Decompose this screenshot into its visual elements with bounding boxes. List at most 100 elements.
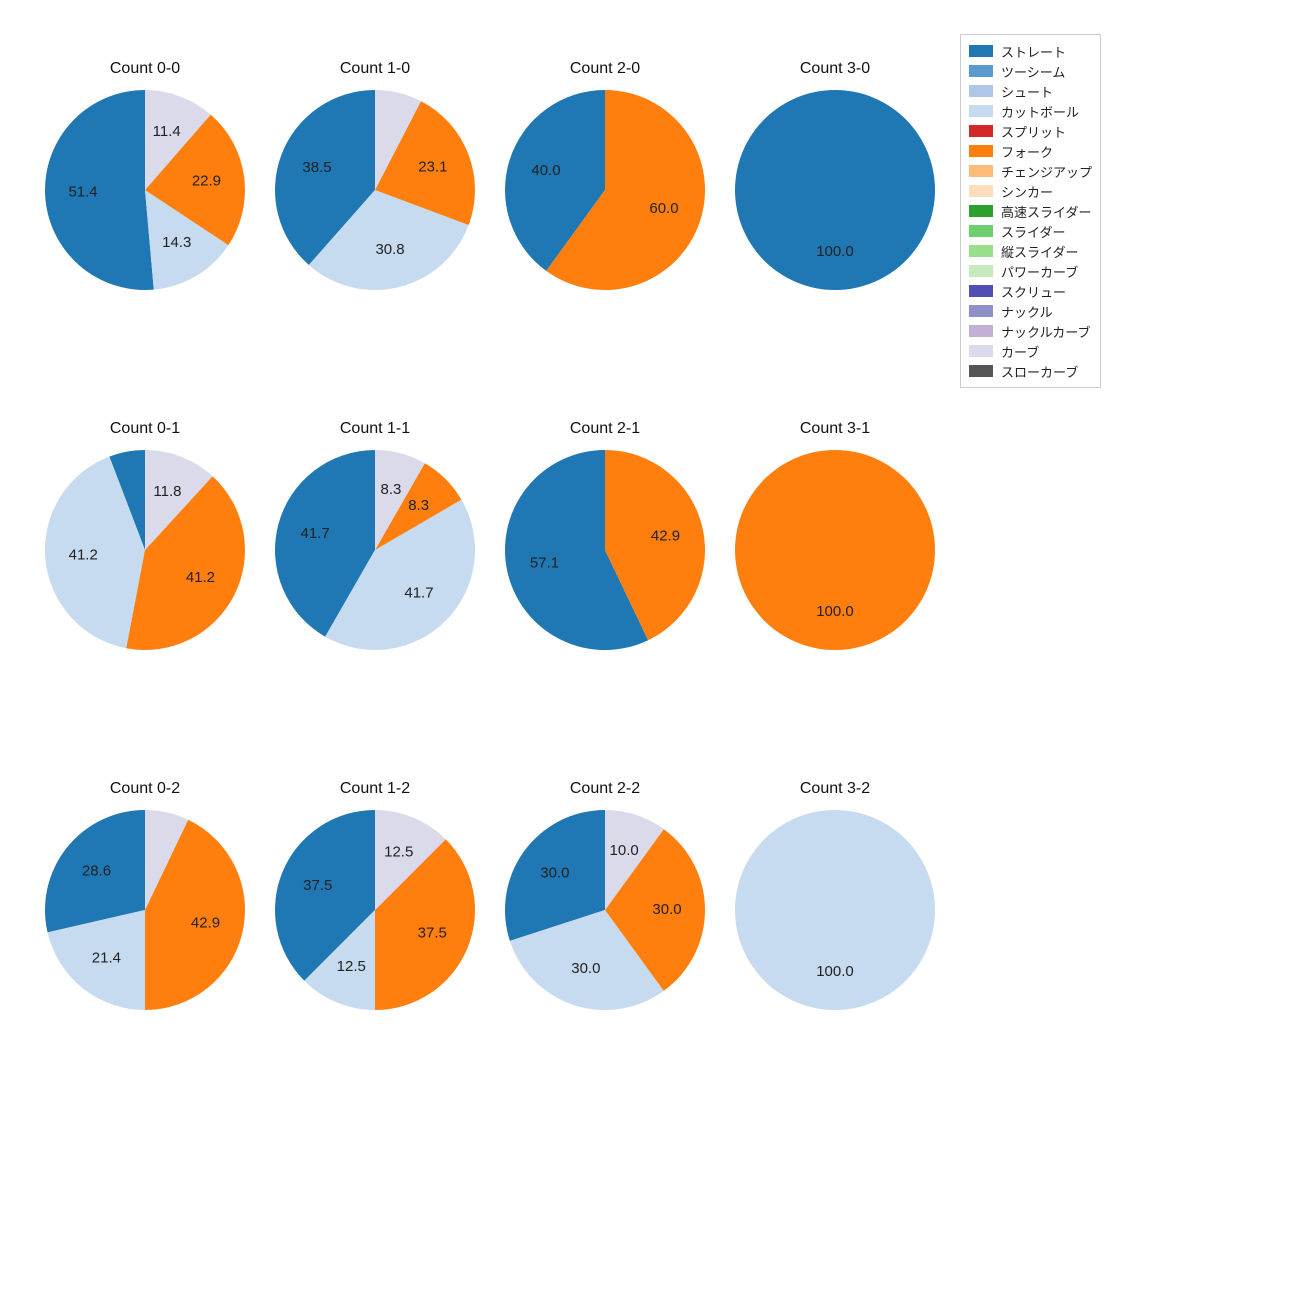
legend-label: ナックルカーブ <box>1001 322 1090 341</box>
slice-label: 100.0 <box>816 243 854 260</box>
pie-chart-count-0-0: Count 0-051.414.322.911.4 <box>30 60 260 320</box>
legend-label: 縦スライダー <box>1001 242 1078 261</box>
pie-chart-count-3-1: Count 3-1 100.0 <box>720 420 950 680</box>
pie-wrap: 100.0 <box>720 88 950 320</box>
legend-swatch <box>969 365 993 377</box>
legend-swatch <box>969 225 993 237</box>
chart-title: Count 1-1 <box>260 420 490 438</box>
slice-label: 41.2 <box>69 546 98 563</box>
pie-wrap: 38.5 30.8 23.1 <box>260 88 490 320</box>
legend-label: シンカー <box>1001 182 1053 201</box>
legend-swatch <box>969 265 993 277</box>
chart-title: Count 3-2 <box>720 780 950 798</box>
legend-swatch <box>969 205 993 217</box>
legend-item-curve: カーブ <box>969 341 1092 361</box>
pie-wrap: 37.512.537.512.5 <box>260 808 490 1040</box>
chart-title: Count 0-2 <box>30 780 260 798</box>
legend-label: チェンジアップ <box>1001 162 1092 181</box>
pie-wrap: 41.7 41.7 8.3 8.3 <box>260 448 490 680</box>
figure: Count 0-051.414.322.911.4Count 1-0 38.5 30… <box>0 0 1300 1300</box>
legend-item-sinker: シンカー <box>969 181 1092 201</box>
slice-label: 42.9 <box>651 527 680 544</box>
pie-wrap: 30.030.030.010.0 <box>490 808 720 1040</box>
pie-wrap: 28.621.442.9 <box>30 808 260 1040</box>
legend-swatch <box>969 305 993 317</box>
pie-wrap: 100.0 <box>720 448 950 680</box>
slice-label: 12.5 <box>384 844 413 861</box>
pie-chart-count-3-0: Count 3-0 100.0 <box>720 60 950 320</box>
pie-chart-count-0-2: Count 0-228.621.442.9 <box>30 780 260 1040</box>
legend-swatch <box>969 85 993 97</box>
legend-item-knuckle_curve: ナックルカーブ <box>969 321 1092 341</box>
pie-svg: 38.5 30.8 23.1 <box>273 88 477 292</box>
legend-item-screw: スクリュー <box>969 281 1092 301</box>
chart-title: Count 2-0 <box>490 60 720 78</box>
legend-item-slow_curve: スローカーブ <box>969 361 1092 381</box>
slice-label: 23.1 <box>418 159 447 176</box>
legend-label: スプリット <box>1001 122 1066 141</box>
slice-label: 8.3 <box>408 497 429 514</box>
legend-swatch <box>969 185 993 197</box>
slice-label: 41.7 <box>300 525 329 542</box>
slice-label: 38.5 <box>302 159 331 176</box>
pie-svg: 28.621.442.9 <box>43 808 247 1012</box>
pie-chart-count-2-2: Count 2-2 30.030.030.010.0 <box>490 780 720 1040</box>
chart-title: Count 2-2 <box>490 780 720 798</box>
pie-chart-count-1-0: Count 1-0 38.5 30.8 23.1 <box>260 60 490 320</box>
pie-svg: 41.241.211.8 <box>43 448 247 652</box>
chart-title: Count 1-2 <box>260 780 490 798</box>
legend-item-power_curve: パワーカーブ <box>969 261 1092 281</box>
slice-label: 41.7 <box>404 585 433 602</box>
legend-swatch <box>969 325 993 337</box>
legend: ストレートツーシームシュートカットボールスプリットフォークチェンジアップシンカー… <box>960 34 1101 388</box>
legend-label: ストレート <box>1001 42 1066 61</box>
legend-item-fork: フォーク <box>969 141 1092 161</box>
slice-label: 30.8 <box>375 241 404 258</box>
legend-label: 高速スライダー <box>1001 202 1091 221</box>
legend-item-knuckle: ナックル <box>969 301 1092 321</box>
legend-item-vert_slider: 縦スライダー <box>969 241 1092 261</box>
slice-label: 11.4 <box>153 123 181 140</box>
legend-label: ツーシーム <box>1001 62 1065 81</box>
chart-title: Count 1-0 <box>260 60 490 78</box>
slice-label: 37.5 <box>418 925 447 942</box>
legend-label: スライダー <box>1001 222 1065 241</box>
slice-label: 11.8 <box>153 483 181 500</box>
slice-label: 40.0 <box>531 162 560 179</box>
legend-item-changeup: チェンジアップ <box>969 161 1092 181</box>
legend-swatch <box>969 45 993 57</box>
legend-swatch <box>969 105 993 117</box>
chart-title: Count 3-1 <box>720 420 950 438</box>
pie-chart-count-1-2: Count 1-237.512.537.512.5 <box>260 780 490 1040</box>
legend-label: パワーカーブ <box>1001 262 1078 281</box>
legend-swatch <box>969 285 993 297</box>
pie-svg: 57.1 42.9 <box>503 448 707 652</box>
chart-title: Count 3-0 <box>720 60 950 78</box>
legend-label: ナックル <box>1001 302 1053 321</box>
pie-wrap: 57.1 42.9 <box>490 448 720 680</box>
pie-chart-count-1-1: Count 1-1 41.7 41.7 8.3 8.3 <box>260 420 490 680</box>
pie-slice-cutball <box>735 810 935 1010</box>
slice-label: 30.0 <box>571 960 600 977</box>
pie-svg: 30.030.030.010.0 <box>503 808 707 1012</box>
legend-label: スクリュー <box>1001 282 1066 301</box>
slice-label: 14.3 <box>162 234 191 251</box>
pie-chart-count-2-0: Count 2-0 40.060.0 <box>490 60 720 320</box>
slice-label: 8.3 <box>381 481 402 498</box>
slice-label: 37.5 <box>303 877 332 894</box>
pie-svg: 100.0 <box>733 88 937 292</box>
legend-item-cutball: カットボール <box>969 101 1092 121</box>
slice-label: 21.4 <box>92 949 121 966</box>
legend-item-split: スプリット <box>969 121 1092 141</box>
pie-slice-straight <box>735 90 935 290</box>
legend-swatch <box>969 165 993 177</box>
slice-label: 57.1 <box>530 555 559 572</box>
pie-chart-count-0-1: Count 0-141.241.211.8 <box>30 420 260 680</box>
pie-slice-straight <box>45 90 154 290</box>
pie-svg: 40.060.0 <box>503 88 707 292</box>
pie-svg: 51.414.322.911.4 <box>43 88 247 292</box>
slice-label: 100.0 <box>816 963 854 980</box>
legend-swatch <box>969 245 993 257</box>
slice-label: 28.6 <box>82 862 111 879</box>
legend-swatch <box>969 65 993 77</box>
